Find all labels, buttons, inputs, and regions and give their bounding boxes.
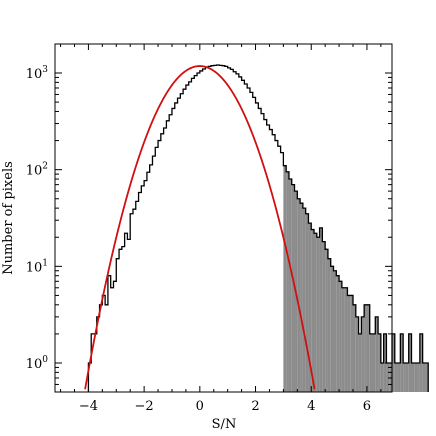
histogram-bar-shaded <box>302 208 306 392</box>
x-tick-label: 0 <box>196 399 204 414</box>
histogram-bar-shaded <box>411 363 415 392</box>
histogram-bar-shaded <box>408 333 412 392</box>
histogram-bar-shaded <box>417 363 420 392</box>
histogram-bar-shaded <box>378 333 381 392</box>
histogram-bar-shaded <box>319 227 323 392</box>
histogram-bar-shaded <box>375 316 379 392</box>
histogram-bar-shaded <box>339 281 342 392</box>
histogram-bar-shaded <box>308 223 312 392</box>
histogram-bar-shaded <box>394 363 398 392</box>
histogram-bar-shaded <box>392 333 395 392</box>
x-tick-label: −2 <box>135 399 154 414</box>
histogram-bar-shaded <box>353 304 356 392</box>
histogram-bar-shaded <box>344 287 348 392</box>
histogram-bar-shaded <box>386 363 390 392</box>
y-tick-label: 103 <box>26 65 49 82</box>
x-tick-label: 6 <box>363 399 371 414</box>
histogram-bar-shaded <box>336 275 340 392</box>
x-tick-label: 2 <box>251 399 259 414</box>
histogram-bar-shaded <box>305 213 309 392</box>
x-tick-label: 4 <box>307 399 315 414</box>
histogram-bar-shaded <box>300 203 303 392</box>
histogram-bar-shaded <box>322 241 326 392</box>
histogram-bar-shaded <box>314 233 317 392</box>
histogram-bar-shaded <box>330 266 334 392</box>
histogram-bar-shaded <box>358 333 362 392</box>
histogram-bar-shaded <box>347 295 351 392</box>
histogram-bar-shaded <box>316 237 320 392</box>
x-tick-label: −4 <box>79 399 98 414</box>
histogram-bar-shaded <box>369 333 373 392</box>
histogram-bar-shaded <box>372 333 376 392</box>
histogram-bar-shaded <box>366 304 370 392</box>
gaussian-fit-curve <box>84 65 316 390</box>
histogram-bar-shaded <box>283 165 287 392</box>
histogram-bar-shaded <box>364 304 367 392</box>
histogram-bar-shaded <box>403 363 406 392</box>
histogram-bar-shaded <box>419 333 423 392</box>
x-axis-label: S/N <box>212 417 237 432</box>
histogram-bar-shaded <box>288 179 292 392</box>
histogram-bar-shaded <box>311 229 315 392</box>
histogram-bar-shaded <box>397 363 401 392</box>
y-tick-label: 100 <box>26 355 49 372</box>
histogram-bar-shaded <box>350 295 354 392</box>
y-axis-label: Number of pixels <box>1 161 16 275</box>
histogram-bar-shaded <box>291 184 295 392</box>
histogram-bar-shaded <box>400 333 404 392</box>
histogram-bar-shaded <box>414 363 418 392</box>
y-axis-ticks: 100 101 102 103 <box>26 65 392 385</box>
histogram-bar-shaded <box>327 258 331 392</box>
histogram-bar-shaded <box>422 363 426 392</box>
histogram-bar-shaded <box>425 363 429 392</box>
histogram-bar-shaded <box>341 287 345 392</box>
histogram-bar-shaded <box>405 363 409 392</box>
histogram-bar-shaded <box>325 249 328 392</box>
histogram-bar-shaded <box>297 198 301 392</box>
x-axis-ticks: −4 −2 0 2 4 6 <box>60 44 382 414</box>
plot-frame <box>54 43 393 393</box>
histogram-bar-shaded <box>333 270 337 392</box>
y-tick-label: 102 <box>26 162 48 179</box>
histogram-bar-shaded <box>380 363 384 392</box>
histogram-step-line <box>87 64 429 392</box>
histogram-bar-shaded <box>355 316 359 392</box>
histogram-bar-shaded <box>361 316 365 392</box>
histogram-shaded-tail <box>283 165 429 392</box>
histogram-bar-shaded <box>286 171 289 392</box>
y-tick-label: 101 <box>26 258 48 275</box>
